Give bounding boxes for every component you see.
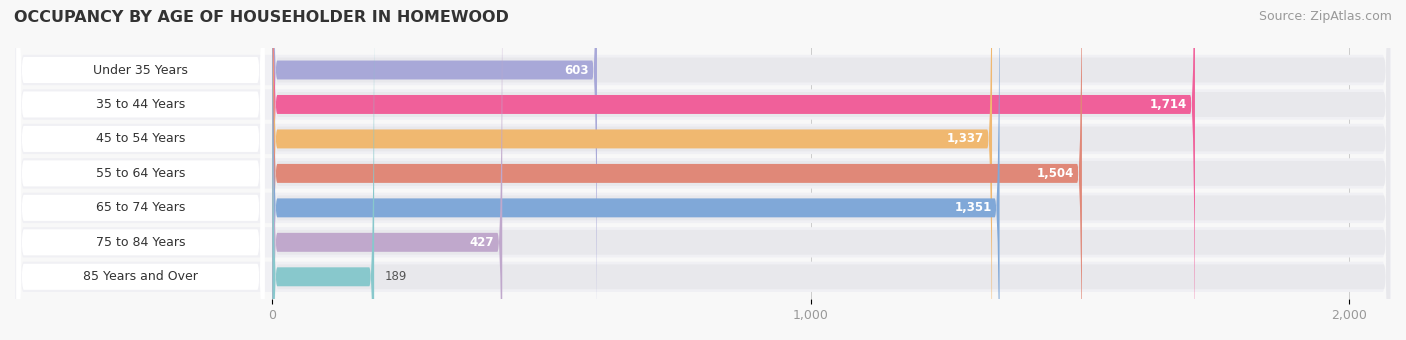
FancyBboxPatch shape xyxy=(273,0,1389,340)
FancyBboxPatch shape xyxy=(17,0,264,340)
Text: 35 to 44 Years: 35 to 44 Years xyxy=(96,98,186,111)
Text: 85 Years and Over: 85 Years and Over xyxy=(83,270,198,283)
Text: 65 to 74 Years: 65 to 74 Years xyxy=(96,201,186,214)
FancyBboxPatch shape xyxy=(17,0,264,340)
FancyBboxPatch shape xyxy=(17,0,264,340)
Text: 1,337: 1,337 xyxy=(946,133,984,146)
FancyBboxPatch shape xyxy=(15,0,1391,340)
Text: 603: 603 xyxy=(564,64,589,76)
FancyBboxPatch shape xyxy=(17,0,264,340)
FancyBboxPatch shape xyxy=(273,0,374,340)
FancyBboxPatch shape xyxy=(17,0,264,340)
FancyBboxPatch shape xyxy=(15,0,1391,340)
FancyBboxPatch shape xyxy=(273,0,1000,340)
Text: 1,504: 1,504 xyxy=(1036,167,1074,180)
Text: OCCUPANCY BY AGE OF HOUSEHOLDER IN HOMEWOOD: OCCUPANCY BY AGE OF HOUSEHOLDER IN HOMEW… xyxy=(14,10,509,25)
FancyBboxPatch shape xyxy=(273,0,1195,340)
FancyBboxPatch shape xyxy=(273,0,598,340)
FancyBboxPatch shape xyxy=(273,0,1389,340)
FancyBboxPatch shape xyxy=(17,0,264,340)
FancyBboxPatch shape xyxy=(273,0,502,340)
Text: 75 to 84 Years: 75 to 84 Years xyxy=(96,236,186,249)
FancyBboxPatch shape xyxy=(273,0,993,340)
Text: 1,714: 1,714 xyxy=(1150,98,1187,111)
FancyBboxPatch shape xyxy=(15,0,1391,340)
FancyBboxPatch shape xyxy=(273,0,1083,340)
FancyBboxPatch shape xyxy=(15,0,1391,340)
FancyBboxPatch shape xyxy=(15,0,1391,340)
Text: Under 35 Years: Under 35 Years xyxy=(93,64,188,76)
Text: 427: 427 xyxy=(470,236,494,249)
Text: Source: ZipAtlas.com: Source: ZipAtlas.com xyxy=(1258,10,1392,23)
Text: 189: 189 xyxy=(385,270,408,283)
Text: 45 to 54 Years: 45 to 54 Years xyxy=(96,133,186,146)
FancyBboxPatch shape xyxy=(15,0,1391,340)
FancyBboxPatch shape xyxy=(15,0,1391,340)
FancyBboxPatch shape xyxy=(273,0,1389,340)
FancyBboxPatch shape xyxy=(273,0,1389,340)
FancyBboxPatch shape xyxy=(273,0,1389,340)
Text: 1,351: 1,351 xyxy=(955,201,991,214)
FancyBboxPatch shape xyxy=(17,0,264,340)
Text: 55 to 64 Years: 55 to 64 Years xyxy=(96,167,186,180)
FancyBboxPatch shape xyxy=(273,0,1389,340)
FancyBboxPatch shape xyxy=(273,0,1389,340)
